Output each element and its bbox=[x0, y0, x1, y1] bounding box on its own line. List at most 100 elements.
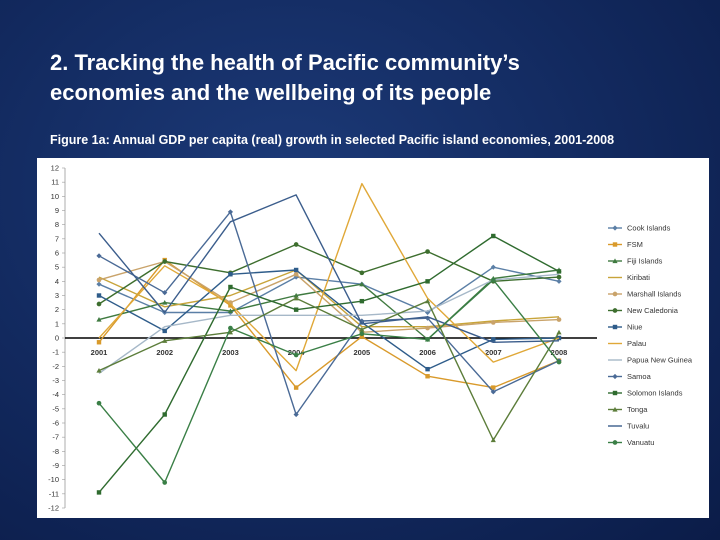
y-tick-label: -9 bbox=[52, 461, 59, 470]
y-tick-label: -7 bbox=[52, 433, 59, 442]
data-point bbox=[96, 490, 102, 495]
data-point bbox=[491, 385, 496, 390]
series-line bbox=[98, 297, 560, 441]
data-point bbox=[293, 411, 299, 418]
x-category-label: 2007 bbox=[485, 348, 502, 357]
slide-title-line-2: economies and the wellbeing of its peopl… bbox=[50, 80, 492, 105]
data-point bbox=[359, 270, 365, 276]
y-tick-label: -11 bbox=[49, 489, 59, 498]
data-point bbox=[359, 281, 365, 287]
data-point bbox=[96, 281, 102, 287]
data-point bbox=[359, 298, 365, 304]
y-tick-label: 5 bbox=[55, 263, 59, 272]
y-tick-label: -5 bbox=[52, 404, 59, 413]
data-point bbox=[556, 269, 562, 274]
series-line bbox=[98, 279, 560, 484]
legend-marker bbox=[612, 291, 618, 297]
legend-label: Fiji Islands bbox=[627, 257, 663, 266]
legend-label: Kiribati bbox=[627, 273, 650, 282]
series-line bbox=[98, 211, 560, 416]
series-line bbox=[98, 182, 560, 372]
data-point bbox=[293, 274, 299, 280]
x-category-label: 2005 bbox=[354, 348, 371, 357]
data-point bbox=[293, 271, 299, 277]
y-tick-label: -6 bbox=[52, 419, 59, 428]
legend-marker bbox=[612, 225, 618, 231]
data-point bbox=[293, 385, 299, 390]
data-point bbox=[96, 400, 102, 406]
data-point bbox=[227, 329, 234, 335]
data-point bbox=[359, 318, 365, 324]
legend-marker bbox=[612, 324, 618, 330]
data-point bbox=[96, 293, 102, 298]
slide-title-line-1: 2. Tracking the health of Pacific commun… bbox=[50, 50, 520, 75]
data-point bbox=[359, 334, 365, 339]
x-category-label: 2004 bbox=[288, 348, 306, 357]
data-point bbox=[228, 272, 233, 277]
data-point bbox=[490, 437, 496, 443]
data-point bbox=[424, 298, 431, 304]
data-point bbox=[228, 325, 233, 331]
data-point bbox=[556, 329, 562, 335]
data-point bbox=[425, 366, 430, 372]
y-tick-label: 9 bbox=[55, 206, 59, 215]
gdp-growth-line-chart: 1211109876543210-1-2-3-4-5-6-7-8-9-10-11… bbox=[48, 164, 693, 513]
data-point bbox=[425, 249, 430, 254]
data-point bbox=[96, 277, 102, 283]
series-line bbox=[98, 269, 560, 370]
data-point bbox=[228, 284, 233, 290]
y-tick-label: 1 bbox=[55, 319, 59, 328]
data-point bbox=[162, 412, 167, 417]
y-tick-label: -4 bbox=[52, 390, 59, 399]
legend-marker bbox=[612, 390, 618, 396]
data-point bbox=[96, 301, 102, 307]
legend-marker bbox=[612, 242, 618, 247]
legend-label: Samoa bbox=[627, 372, 652, 381]
data-point bbox=[359, 326, 365, 332]
data-point bbox=[228, 303, 233, 308]
x-category-label: 2002 bbox=[156, 348, 173, 357]
data-point bbox=[162, 480, 168, 485]
legend-label: Solomon Islands bbox=[627, 389, 683, 398]
data-point bbox=[293, 267, 299, 273]
legend-label: FSM bbox=[627, 240, 643, 249]
data-point bbox=[162, 259, 168, 264]
data-point bbox=[227, 209, 234, 215]
series-line bbox=[98, 266, 560, 314]
y-tick-label: -2 bbox=[52, 362, 59, 371]
series-line bbox=[98, 269, 560, 341]
data-point bbox=[556, 274, 562, 280]
data-point bbox=[293, 295, 299, 301]
y-tick-label: 2 bbox=[55, 305, 59, 314]
data-point bbox=[425, 279, 430, 284]
legend-label: Tuvalu bbox=[627, 422, 649, 431]
legend-marker bbox=[612, 406, 618, 412]
data-point bbox=[96, 253, 102, 259]
data-point bbox=[162, 328, 167, 334]
data-point bbox=[556, 317, 562, 322]
y-tick-label: 3 bbox=[55, 291, 59, 300]
legend-marker bbox=[612, 308, 618, 313]
data-point bbox=[425, 325, 430, 331]
legend-label: New Caledonia bbox=[627, 306, 679, 315]
data-point bbox=[359, 331, 365, 337]
y-tick-label: 10 bbox=[51, 192, 59, 201]
y-tick-label: -3 bbox=[52, 376, 59, 385]
y-tick-label: 12 bbox=[51, 164, 59, 173]
series-line bbox=[98, 269, 560, 328]
data-point bbox=[162, 299, 168, 305]
data-point bbox=[293, 292, 299, 298]
series-line bbox=[98, 235, 560, 493]
slide-title: 2. Tracking the health of Pacific commun… bbox=[50, 48, 690, 108]
data-point bbox=[96, 340, 102, 345]
x-category-label: 2003 bbox=[222, 348, 239, 357]
y-tick-label: -10 bbox=[48, 475, 59, 484]
y-tick-label: 4 bbox=[55, 277, 59, 286]
series-line bbox=[98, 194, 560, 344]
y-tick-label: -12 bbox=[48, 504, 59, 513]
data-point bbox=[425, 374, 430, 379]
series-line bbox=[98, 260, 560, 334]
data-point bbox=[556, 278, 562, 284]
data-point bbox=[556, 335, 562, 341]
legend-label: Tonga bbox=[627, 405, 648, 414]
